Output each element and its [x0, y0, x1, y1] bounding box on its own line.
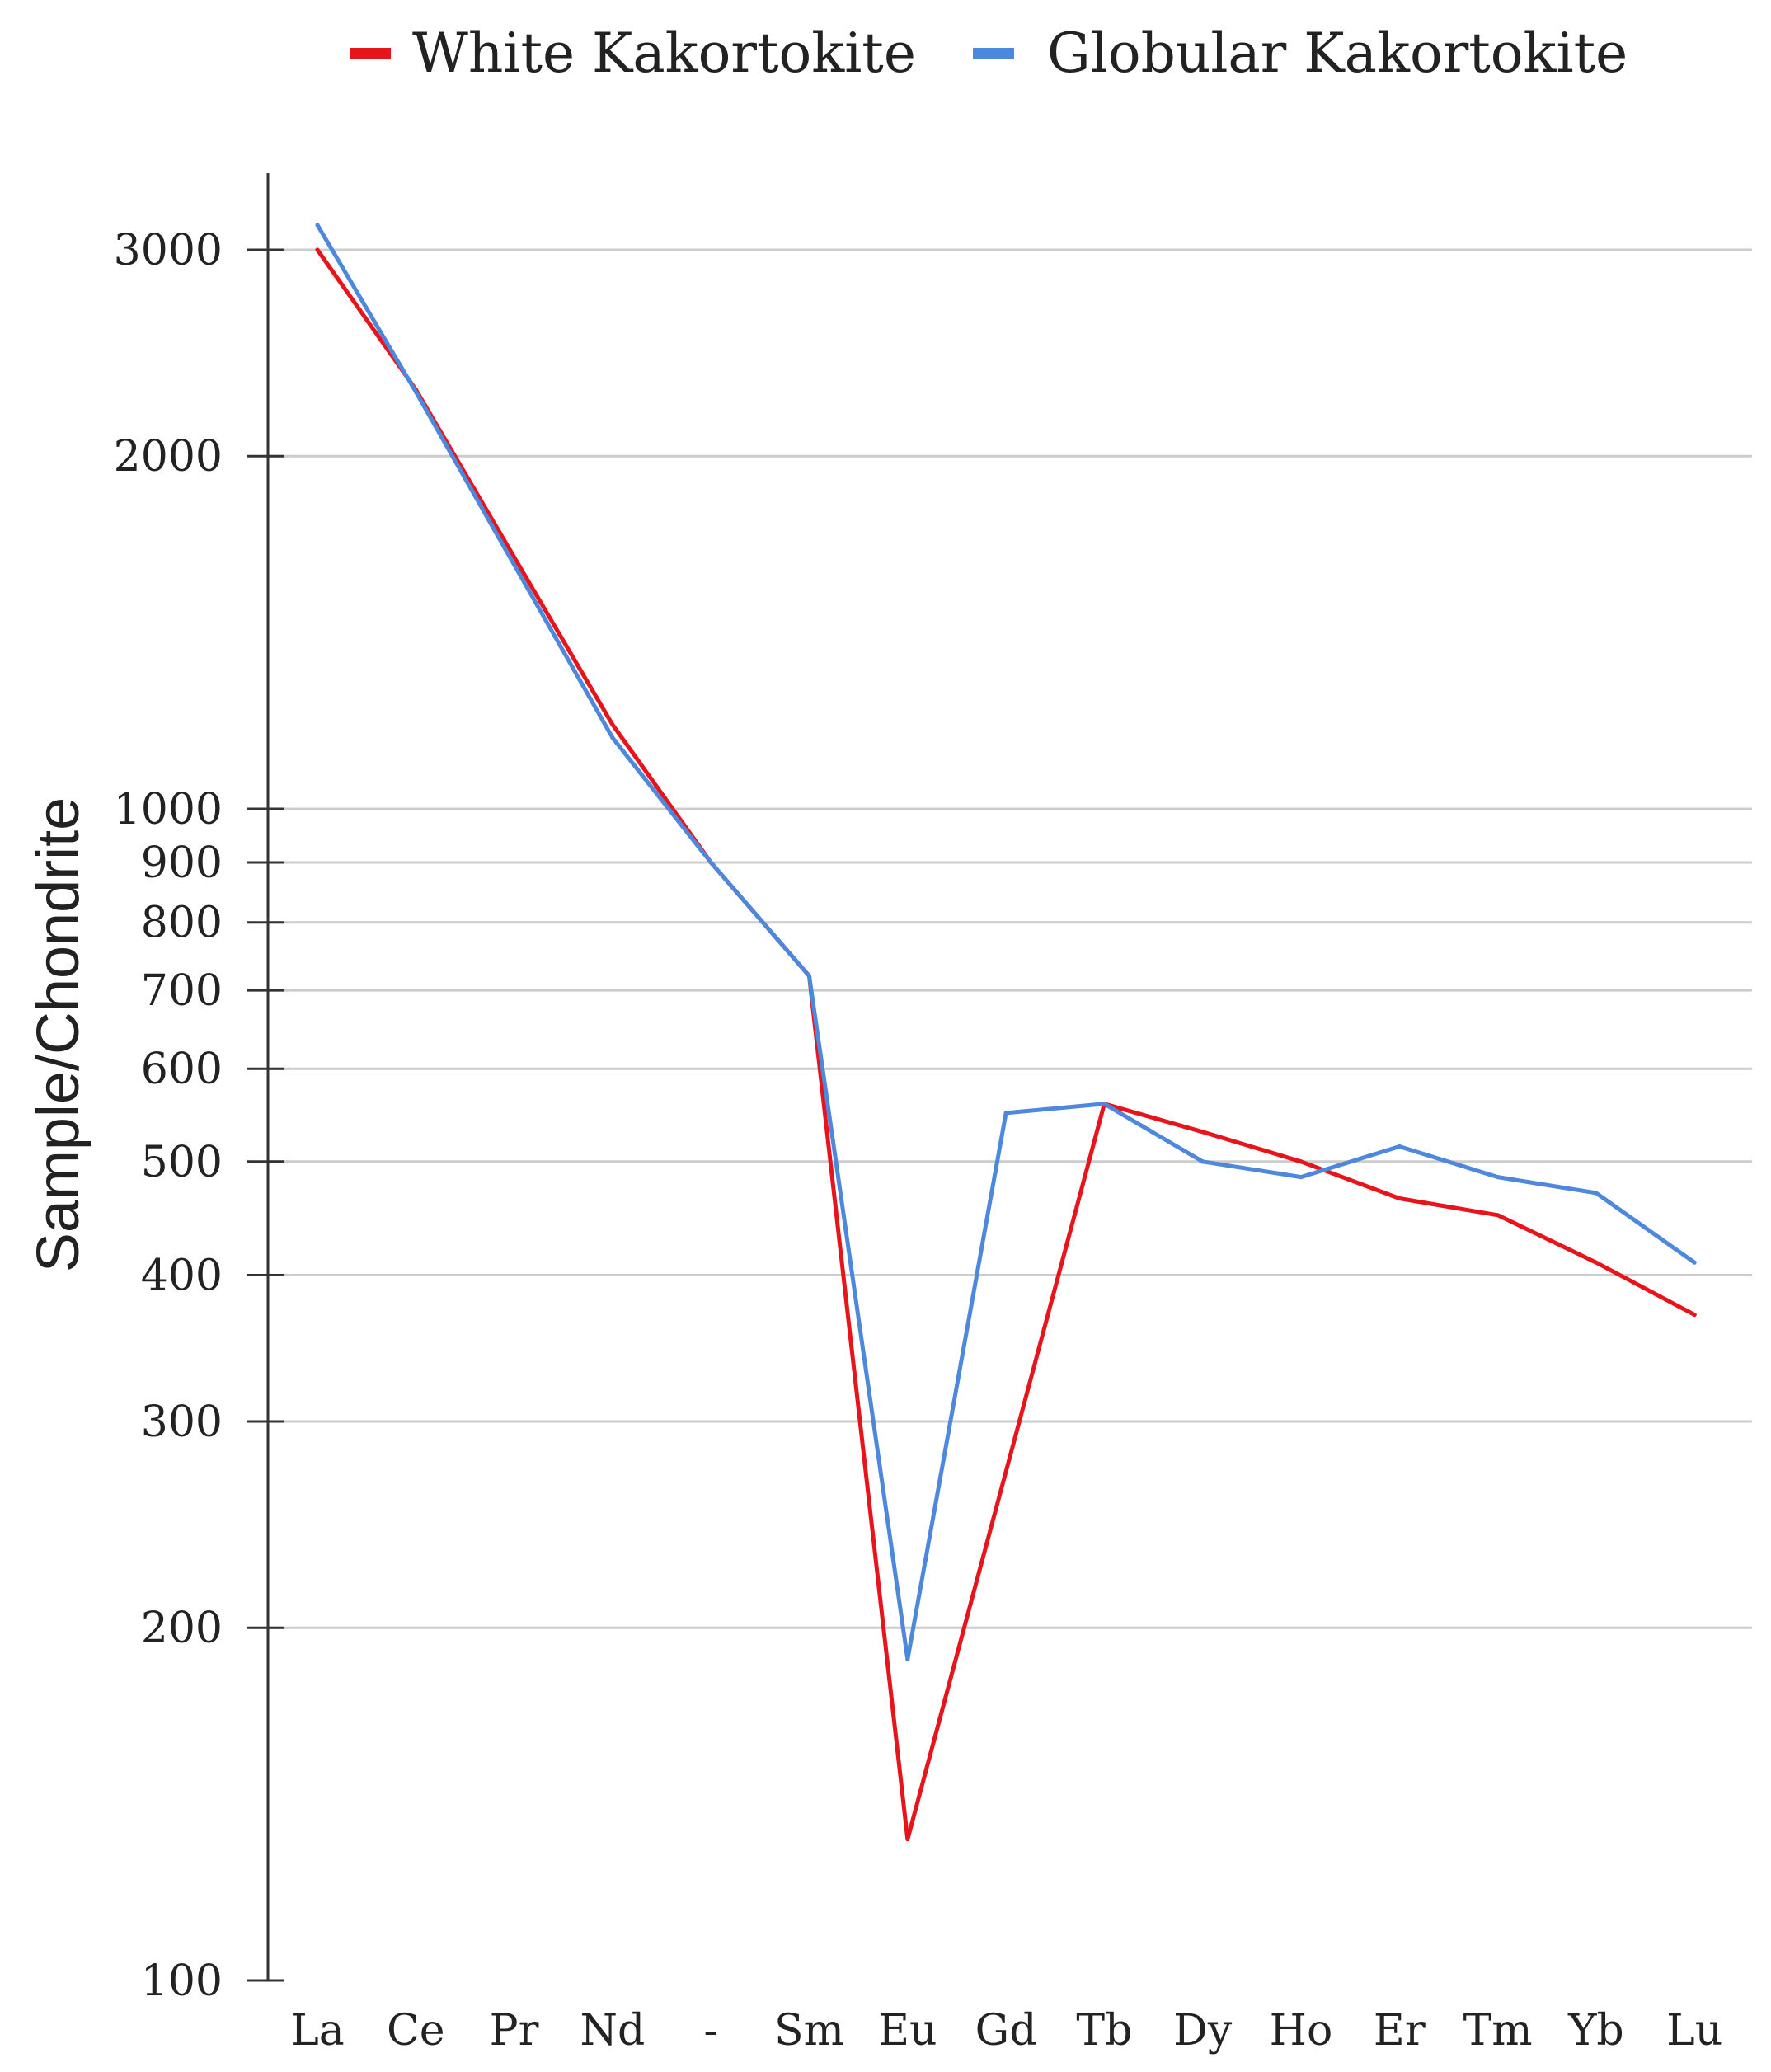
y-tick-label-500: 500 [141, 1138, 223, 1187]
legend: White Kakortokite Globular Kakortokite [350, 21, 1628, 85]
series-1-point-Tb [1102, 1102, 1106, 1106]
y-tick-label-200: 200 [141, 1604, 223, 1653]
x-tick-label-6: Eu [878, 2006, 937, 2056]
x-tick-label-1: Ce [387, 2006, 445, 2056]
series-1-point-Dy [1200, 1159, 1205, 1164]
legend-label-white-kakortokite: White Kakortokite [412, 21, 916, 85]
y-tick-label-2000: 2000 [114, 432, 223, 482]
series-layer [315, 223, 1697, 1842]
series-line-1 [315, 223, 1697, 1661]
x-tick-label-11: Er [1374, 2006, 1426, 2056]
series-0-point-Dy [1200, 1130, 1205, 1135]
legend-label-globular-kakortokite: Globular Kakortokite [1047, 21, 1628, 85]
series-1-point-Yb [1594, 1191, 1599, 1196]
series-1-point-Tm [1496, 1175, 1501, 1180]
x-tick-label-12: Tm [1463, 2006, 1533, 2056]
x-tick-label-2: Pr [490, 2006, 539, 2056]
series-1-point-- [708, 860, 713, 865]
series-1-point-Er [1397, 1144, 1402, 1149]
x-tick-label-0: La [290, 2006, 345, 2056]
legend-swatch-white-kakortokite [350, 48, 391, 59]
x-tick-label-3: Nd [580, 2006, 646, 2056]
series-1-point-Gd [1003, 1111, 1008, 1116]
y-tick-label-3000: 3000 [114, 226, 223, 275]
y-tick-label-300: 300 [141, 1398, 223, 1447]
x-tick-label-5: Sm [774, 2006, 844, 2056]
x-tick-label-9: Dy [1173, 2006, 1233, 2056]
series-0-point-Eu [905, 1837, 910, 1842]
y-tick-label-400: 400 [141, 1251, 223, 1300]
series-0-point-Tm [1496, 1213, 1501, 1218]
x-tick-label-13: Yb [1567, 2006, 1624, 2056]
series-0-point-Yb [1594, 1260, 1599, 1265]
x-tick-label-7: Gd [975, 2006, 1037, 2056]
series-1-point-Lu [1692, 1260, 1697, 1265]
y-tick-label-900: 900 [141, 839, 223, 888]
series-0-point-Lu [1692, 1313, 1697, 1318]
legend-swatch-globular-kakortokite [973, 48, 1014, 59]
x-tick-label-14: Lu [1666, 2006, 1722, 2056]
x-tick-label-4: - [703, 2006, 718, 2056]
y-axis-label: Sample/Chondrite [26, 797, 92, 1272]
series-0-point-La [315, 247, 320, 252]
series-1-point-Sm [807, 974, 811, 979]
series-1-point-Eu [905, 1656, 910, 1661]
y-tick-label-600: 600 [141, 1045, 223, 1094]
series-1-point-Ho [1299, 1175, 1304, 1180]
series-line-0 [315, 247, 1697, 1842]
y-tick-label-800: 800 [141, 899, 223, 948]
y-tick-label-1000: 1000 [114, 785, 223, 834]
series-0-point-Er [1397, 1196, 1402, 1200]
series-1-point-Nd [610, 735, 615, 740]
x-tick-label-8: Tb [1076, 2006, 1132, 2056]
series-1-point-La [315, 223, 320, 228]
y-tick-label-700: 700 [141, 966, 223, 1016]
y-tick-label-100: 100 [141, 1957, 223, 2006]
x-tick-label-10: Ho [1270, 2006, 1333, 2056]
series-1-point-Ce [413, 389, 418, 394]
axis-layer: 100 200 300 400 500 600 700 800 900 1000 2000 3000 L… [114, 173, 1722, 2056]
grid-layer [268, 248, 1752, 1629]
series-0-point-Nd [610, 722, 615, 727]
series-0-point-Ho [1299, 1159, 1304, 1164]
